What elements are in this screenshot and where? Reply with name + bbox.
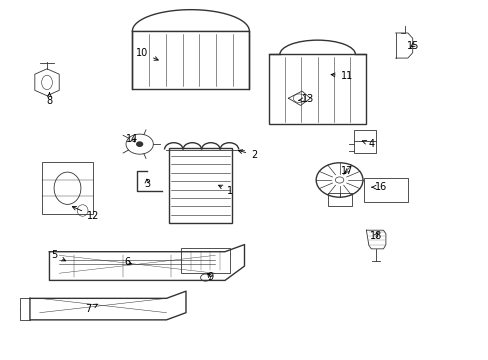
Text: 8: 8 (46, 93, 52, 106)
Text: 16: 16 (371, 182, 386, 192)
Text: 17: 17 (340, 166, 352, 176)
Bar (132, 31, 249, 89)
Text: 12: 12 (72, 206, 100, 221)
Text: 1: 1 (218, 185, 232, 196)
Bar (168, 148, 232, 223)
Bar (42, 162, 93, 214)
Text: 11: 11 (330, 71, 352, 81)
Text: 5: 5 (51, 250, 65, 261)
Text: 14: 14 (126, 134, 138, 144)
Text: 9: 9 (207, 272, 213, 282)
Bar (268, 54, 366, 125)
Text: 2: 2 (238, 150, 257, 160)
Text: 10: 10 (136, 48, 158, 60)
Text: 15: 15 (406, 41, 418, 50)
Text: 7: 7 (85, 304, 97, 314)
Text: 13: 13 (298, 94, 313, 104)
Text: 4: 4 (362, 139, 374, 149)
Bar (363, 178, 407, 202)
Bar (353, 130, 375, 153)
Bar (328, 193, 351, 206)
Bar (181, 248, 229, 273)
Text: 3: 3 (143, 179, 150, 189)
Circle shape (137, 142, 142, 146)
Text: 6: 6 (124, 257, 131, 267)
Text: 18: 18 (369, 231, 382, 240)
